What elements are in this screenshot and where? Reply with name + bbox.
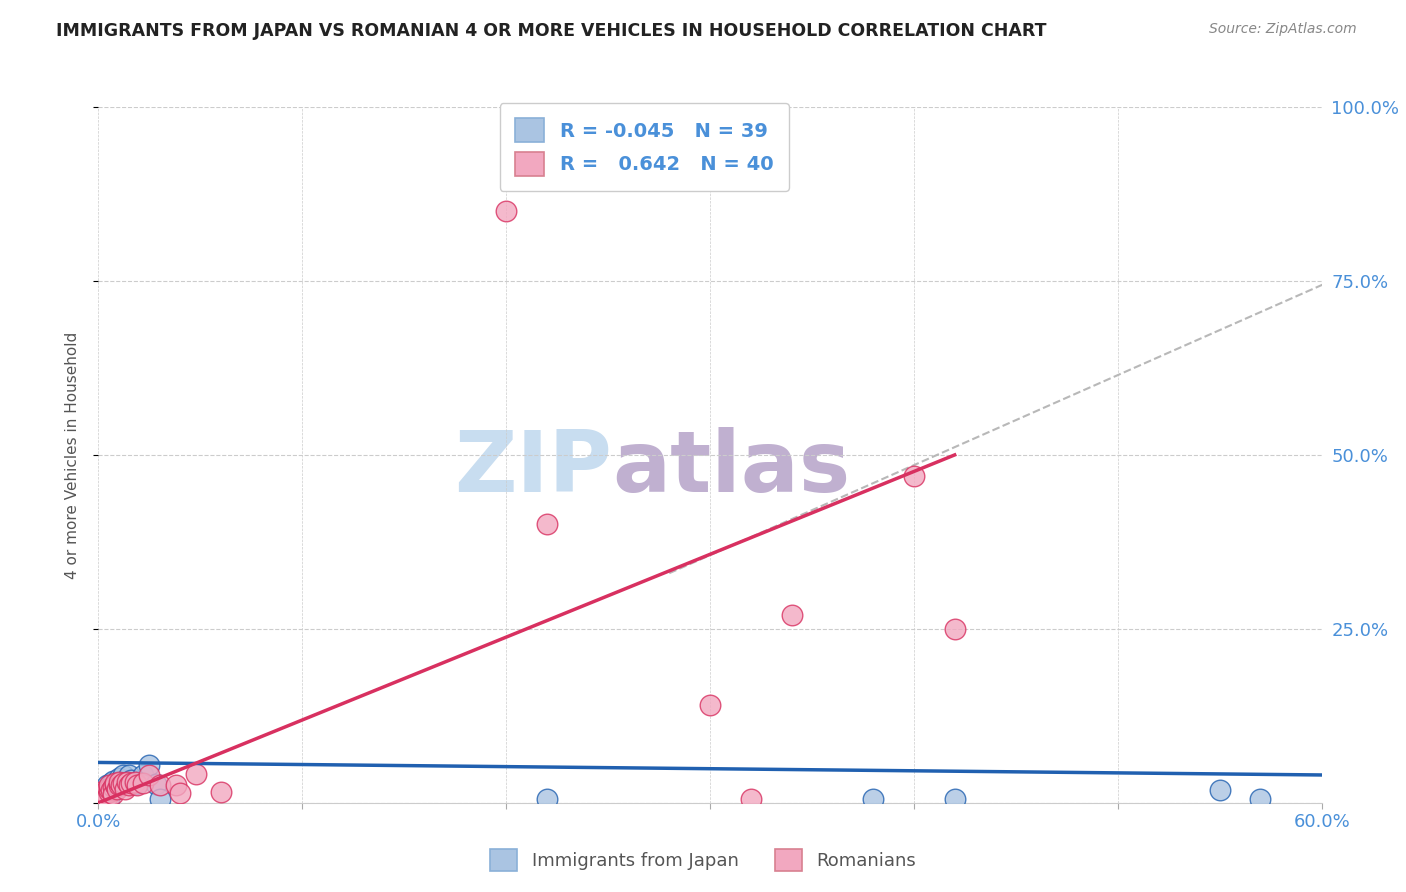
Point bbox=[943, 622, 966, 636]
Point bbox=[138, 757, 160, 772]
Point bbox=[96, 790, 118, 805]
Point bbox=[97, 781, 120, 796]
Point bbox=[943, 792, 966, 806]
Point bbox=[699, 698, 721, 713]
Point bbox=[97, 785, 120, 799]
Point bbox=[169, 786, 191, 800]
Point bbox=[100, 778, 122, 792]
Point bbox=[101, 773, 124, 788]
Point bbox=[97, 781, 120, 796]
Point bbox=[89, 785, 111, 799]
Point bbox=[97, 792, 120, 806]
Text: Source: ZipAtlas.com: Source: ZipAtlas.com bbox=[1209, 22, 1357, 37]
Point bbox=[124, 777, 146, 791]
Point bbox=[186, 766, 208, 780]
Point bbox=[127, 778, 149, 792]
Point bbox=[93, 788, 115, 802]
Point bbox=[862, 792, 884, 806]
Point bbox=[101, 780, 124, 795]
Point bbox=[903, 468, 925, 483]
Point bbox=[115, 775, 138, 789]
Text: ZIP: ZIP bbox=[454, 427, 612, 510]
Point bbox=[740, 792, 762, 806]
Point bbox=[105, 781, 128, 796]
Point bbox=[132, 768, 155, 782]
Point bbox=[93, 790, 115, 805]
Point bbox=[108, 775, 131, 789]
Point bbox=[165, 778, 187, 792]
Point bbox=[108, 772, 131, 786]
Point bbox=[101, 788, 124, 802]
Point bbox=[780, 607, 803, 622]
Point bbox=[101, 781, 124, 796]
Point bbox=[89, 792, 111, 806]
Point bbox=[209, 785, 232, 799]
Point bbox=[124, 775, 146, 789]
Point bbox=[105, 780, 128, 795]
Point bbox=[114, 775, 136, 789]
Point bbox=[104, 778, 127, 792]
Point bbox=[97, 789, 120, 803]
Point bbox=[108, 778, 131, 792]
Point bbox=[145, 777, 167, 791]
Point bbox=[97, 778, 120, 792]
Point bbox=[110, 778, 132, 792]
Y-axis label: 4 or more Vehicles in Household: 4 or more Vehicles in Household bbox=[65, 331, 80, 579]
Text: IMMIGRANTS FROM JAPAN VS ROMANIAN 4 OR MORE VEHICLES IN HOUSEHOLD CORRELATION CH: IMMIGRANTS FROM JAPAN VS ROMANIAN 4 OR M… bbox=[56, 22, 1046, 40]
Point bbox=[93, 792, 115, 806]
Point bbox=[495, 204, 517, 219]
Point bbox=[1209, 783, 1232, 797]
Point bbox=[91, 790, 114, 805]
Point bbox=[118, 778, 141, 792]
Point bbox=[89, 789, 111, 803]
Point bbox=[138, 768, 160, 782]
Point bbox=[91, 789, 114, 803]
Point bbox=[97, 783, 120, 797]
Point bbox=[149, 792, 172, 806]
Point bbox=[104, 776, 127, 790]
Point bbox=[104, 778, 127, 792]
Text: atlas: atlas bbox=[612, 427, 851, 510]
Point bbox=[93, 788, 115, 802]
Point bbox=[111, 776, 134, 790]
Point bbox=[132, 776, 155, 790]
Point bbox=[100, 783, 122, 797]
Point bbox=[114, 781, 136, 796]
Point bbox=[120, 772, 142, 787]
Point bbox=[96, 778, 118, 792]
Point bbox=[96, 781, 118, 796]
Point bbox=[89, 790, 111, 805]
Legend: Immigrants from Japan, Romanians: Immigrants from Japan, Romanians bbox=[482, 842, 924, 879]
Point bbox=[120, 776, 142, 790]
Point bbox=[96, 785, 118, 799]
Point bbox=[91, 794, 114, 808]
Point bbox=[111, 768, 134, 782]
Point bbox=[149, 778, 172, 792]
Point bbox=[118, 768, 141, 782]
Point bbox=[536, 792, 558, 806]
Point bbox=[110, 778, 132, 792]
Legend: R = -0.045   N = 39, R =   0.642   N = 40: R = -0.045 N = 39, R = 0.642 N = 40 bbox=[499, 103, 789, 191]
Point bbox=[93, 792, 115, 806]
Point bbox=[100, 776, 122, 790]
Point bbox=[104, 776, 127, 790]
Point bbox=[1249, 792, 1271, 806]
Point bbox=[108, 775, 131, 789]
Point bbox=[91, 792, 114, 806]
Point bbox=[128, 775, 150, 789]
Point bbox=[536, 517, 558, 532]
